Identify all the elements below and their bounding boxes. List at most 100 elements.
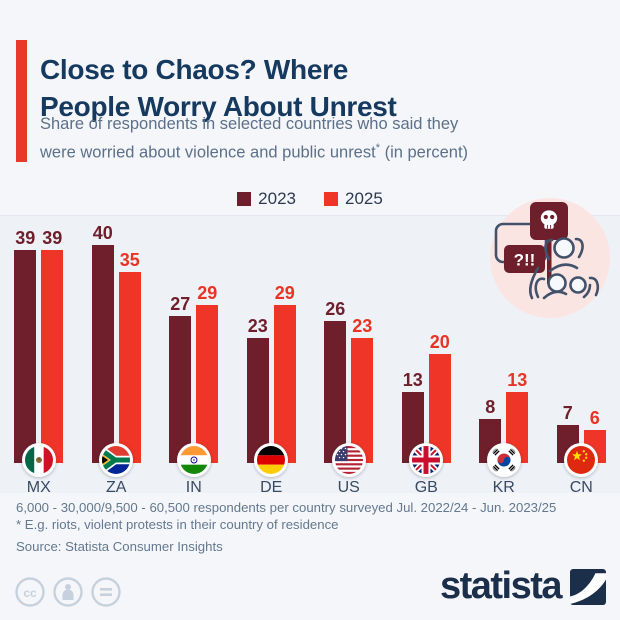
bar-column-2025: 20 [428,332,451,463]
country-group-kr: 8 13 KR [465,225,543,496]
statista-logo-text: statista [439,565,563,607]
country-code-label: CN [569,479,593,496]
flag-de-icon [254,443,289,477]
bar-pair: 27 29 [169,225,219,463]
bar-chart: 39 39 MX 40 35 ZA 27 29 IN 23 29 DE 26 23 US 13 20 GB 8 13 K… [0,223,620,496]
bar-column-2023: 23 [246,315,269,463]
bar-column-2025: 35 [118,250,141,463]
legend-item-2023: 2023 [237,189,296,209]
asterisk-note: * E.g. riots, violent protests in their … [16,516,339,532]
value-label-2025: 29 [274,282,295,303]
country-group-mx: 39 39 MX [0,225,78,496]
attribution-icon[interactable] [52,576,84,608]
bar-de-2025 [273,304,296,463]
statista-logo[interactable]: statista [440,565,606,608]
value-label-2025: 20 [429,332,450,352]
source-line: Source: Statista Consumer Insights [16,539,223,554]
flag-kr-icon [486,443,521,477]
value-label-2025: 39 [42,228,63,249]
country-group-gb: 13 20 GB [388,225,466,496]
legend-label: 2023 [258,189,296,208]
legend-label: 2025 [345,189,383,208]
page-title: Close to Chaos? Where People Worry About … [40,51,397,125]
bar-column-2025: 39 [41,228,64,463]
bar-pair: 8 13 [479,225,529,463]
bar-column-2023: 26 [324,299,347,463]
value-label-2023: 39 [15,228,36,249]
subtitle-line2-end: (in percent) [379,143,469,162]
bar-column-2023: 40 [91,223,114,463]
bar-in-2023 [169,315,192,463]
bar-in-2025 [196,304,219,463]
value-label-2023: 7 [562,402,573,423]
country-group-za: 40 35 ZA [78,223,156,496]
bar-za-2025 [118,272,141,463]
bar-column-2025: 23 [351,315,374,463]
country-code-label: ZA [106,479,127,496]
country-group-cn: 7 6 CN [543,225,620,496]
country-group-us: 26 23 US [310,225,388,496]
bar-column-2025: 29 [273,282,296,463]
value-label-2025: 35 [119,250,140,271]
value-label-2025: 29 [197,282,218,303]
flag-za-icon [99,443,134,477]
value-label-2023: 13 [402,370,423,391]
chart-subtitle: Share of respondents in selected countri… [40,112,468,165]
value-label-2025: 6 [589,408,600,429]
title-line1: Close to Chaos? Where [40,53,348,85]
bar-column-2023: 39 [14,228,37,463]
flag-gb-icon [409,443,444,477]
value-label-2023: 26 [325,299,346,320]
bar-gb-2025 [428,354,451,463]
bar-pair: 39 39 [14,225,64,463]
bar-pair: 40 35 [91,223,141,463]
country-code-label: KR [492,479,515,496]
bar-pair: 13 20 [401,225,451,463]
license-icons: cc [14,576,122,608]
value-label-2025: 23 [352,315,373,336]
value-label-2025: 13 [507,370,528,391]
legend-item-2025: 2025 [324,189,383,209]
chart-legend: 2023 2025 [0,189,620,209]
sign-text: ?!! [514,251,536,270]
survey-note: 6,000 - 30,000/9,500 - 60,500 respondent… [16,500,557,515]
flag-us-icon [331,443,366,477]
country-code-label: DE [260,479,283,496]
bar-mx-2025 [41,250,64,463]
cc-icon[interactable]: cc [14,576,46,608]
footnote-asterisk: * [375,142,380,154]
bar-mx-2023 [14,250,37,463]
subtitle-line1: Share of respondents in selected countri… [40,115,459,133]
value-label-2023: 23 [247,315,268,336]
no-derivatives-icon[interactable] [90,576,122,608]
crowd-figures [528,237,600,300]
bar-pair: 23 29 [246,225,296,463]
protest-crowd-illustration: ?!! [490,198,610,318]
country-code-label: MX [26,479,51,496]
bar-za-2023 [91,245,114,463]
footnotes: 6,000 - 30,000/9,500 - 60,500 respondent… [16,500,556,556]
flag-in-icon [176,443,211,477]
bar-pair: 26 23 [324,225,374,463]
title-accent-bar [16,40,27,162]
bar-column-2023: 27 [169,293,192,463]
country-code-label: US [337,479,360,496]
svg-text:cc: cc [23,586,37,600]
value-label-2023: 40 [92,223,113,243]
legend-swatch-2025 [324,192,338,206]
exclaim-sign-icon: ?!! [504,245,545,273]
flag-cn-icon [564,443,599,477]
bar-us-2025 [351,337,374,463]
bar-us-2023 [324,321,347,463]
country-code-label: IN [185,479,202,496]
country-group-de: 23 29 DE [233,225,311,496]
country-code-label: GB [414,479,438,496]
statista-swoosh-icon [570,568,606,605]
legend-swatch-2023 [237,192,252,206]
flag-mx-icon [21,443,56,477]
value-label-2023: 27 [170,293,191,314]
bar-column-2025: 29 [196,282,219,463]
value-label-2023: 8 [485,397,496,418]
